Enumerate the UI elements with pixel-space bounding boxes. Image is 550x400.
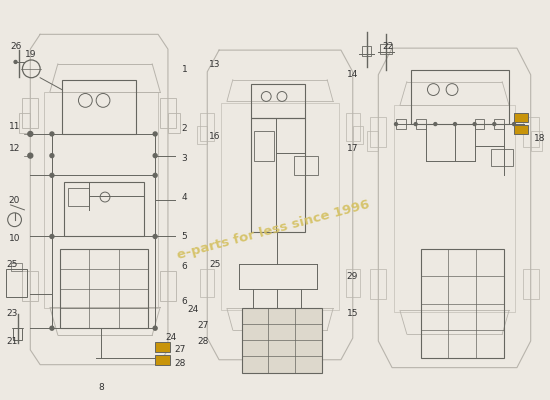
Bar — [491, 149, 513, 166]
Bar — [514, 113, 528, 122]
Bar — [10, 263, 23, 271]
Text: 16: 16 — [209, 132, 221, 141]
Bar — [155, 355, 170, 365]
Circle shape — [153, 234, 157, 238]
Text: 19: 19 — [25, 50, 37, 59]
Circle shape — [513, 122, 515, 126]
Bar — [366, 131, 378, 151]
Circle shape — [28, 153, 33, 158]
Circle shape — [473, 122, 476, 126]
Bar — [60, 249, 148, 328]
Bar — [531, 131, 542, 151]
Circle shape — [50, 326, 54, 330]
Text: 10: 10 — [9, 234, 20, 244]
Bar — [64, 182, 144, 236]
Bar — [68, 188, 89, 206]
Text: 11: 11 — [9, 122, 20, 131]
Text: 5: 5 — [182, 232, 188, 242]
Bar — [346, 113, 360, 141]
Bar — [255, 131, 274, 160]
Text: 28: 28 — [197, 337, 209, 346]
Text: 21: 21 — [7, 337, 18, 346]
Text: 12: 12 — [9, 144, 20, 153]
Circle shape — [414, 122, 417, 126]
Text: e-parts for less since 1996: e-parts for less since 1996 — [175, 198, 371, 262]
Bar — [23, 98, 38, 128]
Bar — [396, 119, 406, 129]
Bar — [200, 269, 214, 297]
Text: 1: 1 — [182, 65, 188, 74]
Text: 20: 20 — [9, 196, 20, 205]
Bar — [62, 80, 136, 134]
Bar — [221, 103, 339, 310]
Bar — [44, 92, 158, 308]
Bar — [197, 126, 207, 144]
Text: 17: 17 — [347, 144, 359, 153]
Bar — [6, 269, 28, 297]
Circle shape — [28, 132, 33, 136]
Text: 15: 15 — [347, 309, 359, 318]
Bar — [250, 118, 305, 232]
Bar — [416, 119, 426, 129]
Circle shape — [493, 122, 496, 126]
Text: 6: 6 — [182, 296, 188, 306]
Circle shape — [50, 132, 54, 136]
Bar — [23, 271, 38, 300]
Bar — [371, 269, 386, 299]
Text: 27: 27 — [197, 321, 209, 330]
Bar — [371, 117, 386, 147]
Bar — [353, 126, 362, 144]
Bar — [250, 84, 305, 118]
Text: 6: 6 — [182, 262, 188, 271]
Bar — [168, 113, 180, 133]
Bar — [294, 156, 318, 175]
Text: 14: 14 — [347, 70, 358, 79]
Circle shape — [434, 122, 437, 126]
Circle shape — [153, 132, 157, 136]
Bar — [13, 328, 23, 340]
Circle shape — [50, 154, 54, 158]
Text: 25: 25 — [209, 260, 221, 269]
Bar — [160, 98, 176, 128]
Circle shape — [50, 234, 54, 238]
Bar — [421, 249, 504, 358]
Text: 28: 28 — [175, 359, 186, 368]
Circle shape — [454, 122, 456, 126]
Circle shape — [153, 326, 157, 330]
Text: 23: 23 — [7, 309, 18, 318]
Bar — [19, 113, 30, 133]
Bar — [361, 46, 371, 56]
Text: 13: 13 — [209, 60, 221, 69]
Text: 2: 2 — [182, 124, 188, 133]
Circle shape — [14, 60, 17, 64]
Bar — [241, 308, 322, 372]
Bar — [160, 271, 176, 300]
Bar — [200, 113, 214, 141]
Text: 27: 27 — [175, 345, 186, 354]
Circle shape — [153, 173, 157, 177]
Bar — [523, 117, 538, 147]
Bar — [394, 105, 515, 312]
Bar — [380, 44, 392, 54]
Text: 29: 29 — [347, 272, 358, 281]
Text: 25: 25 — [7, 260, 18, 269]
Bar — [155, 342, 170, 352]
Bar — [523, 269, 538, 299]
Text: 24: 24 — [165, 333, 176, 342]
Text: 26: 26 — [10, 42, 22, 51]
Circle shape — [394, 122, 398, 126]
Circle shape — [50, 173, 54, 177]
Bar — [494, 119, 504, 129]
Bar — [346, 269, 360, 297]
Bar — [411, 70, 509, 124]
Circle shape — [153, 154, 157, 158]
Text: 22: 22 — [382, 42, 393, 51]
Text: 8: 8 — [98, 383, 104, 392]
Bar — [475, 119, 485, 129]
Bar — [514, 125, 528, 134]
Text: 18: 18 — [534, 134, 545, 143]
Text: 24: 24 — [188, 306, 199, 314]
Text: 4: 4 — [182, 193, 188, 202]
Text: 3: 3 — [182, 154, 188, 162]
